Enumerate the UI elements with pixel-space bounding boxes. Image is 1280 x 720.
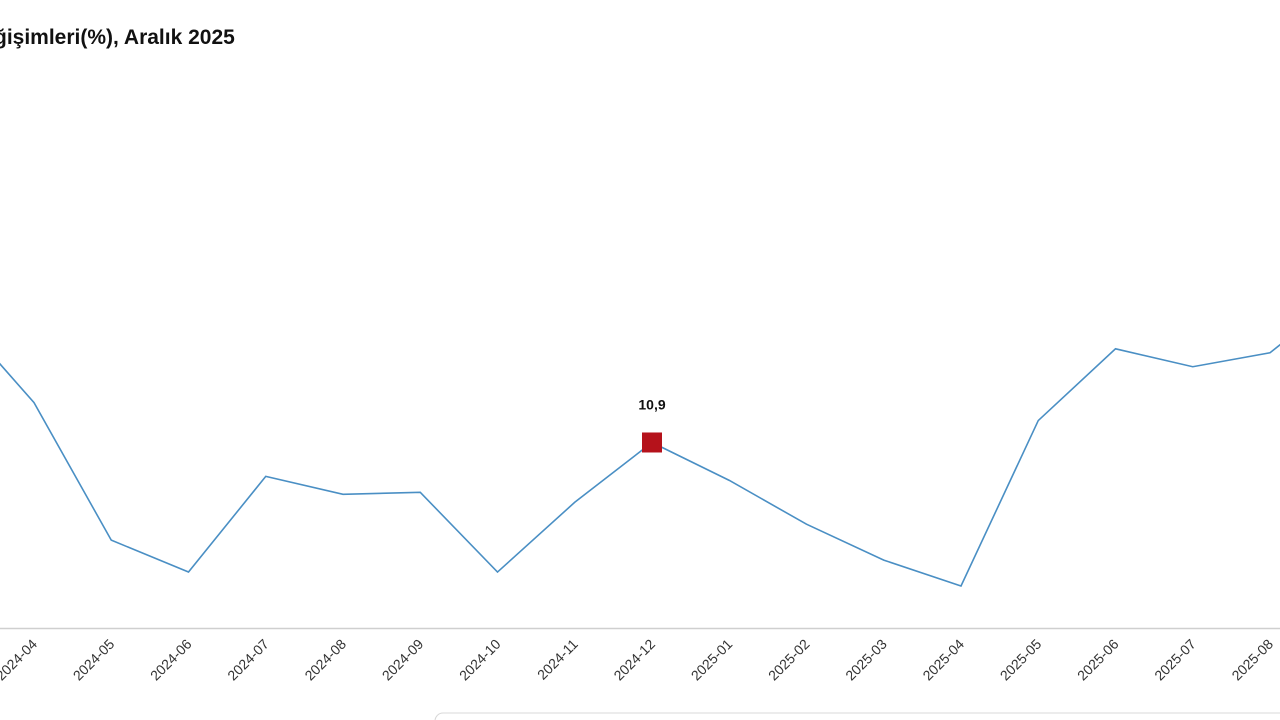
x-tick-label: 2025-02	[765, 636, 813, 684]
x-tick-label: 2025-05	[997, 636, 1045, 684]
x-tick-label: 2024-10	[456, 636, 504, 684]
chart-title: ğişimleri(%), Aralık 2025	[0, 26, 235, 49]
scroll-panel	[434, 712, 1280, 720]
x-tick-label: 2025-04	[919, 636, 967, 684]
x-tick-label: 2024-11	[534, 636, 581, 683]
highlight-marker	[642, 432, 662, 453]
data-line	[0, 343, 1280, 587]
x-tick-label: 2025-01	[688, 636, 736, 684]
x-tick-label: 2024-04	[0, 636, 40, 684]
data-label: 10,9	[638, 396, 665, 412]
x-tick-label: 2025-07	[1151, 636, 1199, 684]
x-tick-label: 2024-05	[70, 636, 118, 684]
x-tick-label: 2025-08	[1228, 636, 1276, 684]
x-tick-label: 2024-07	[224, 636, 272, 684]
x-tick-label: 2024-12	[610, 636, 658, 684]
x-tick-label: 2025-03	[842, 636, 890, 684]
x-tick-label: 2024-09	[379, 636, 427, 684]
x-tick-label: 2024-06	[147, 636, 195, 684]
x-tick-label: 2025-06	[1074, 636, 1122, 684]
x-tick-label: 2024-08	[301, 636, 349, 684]
